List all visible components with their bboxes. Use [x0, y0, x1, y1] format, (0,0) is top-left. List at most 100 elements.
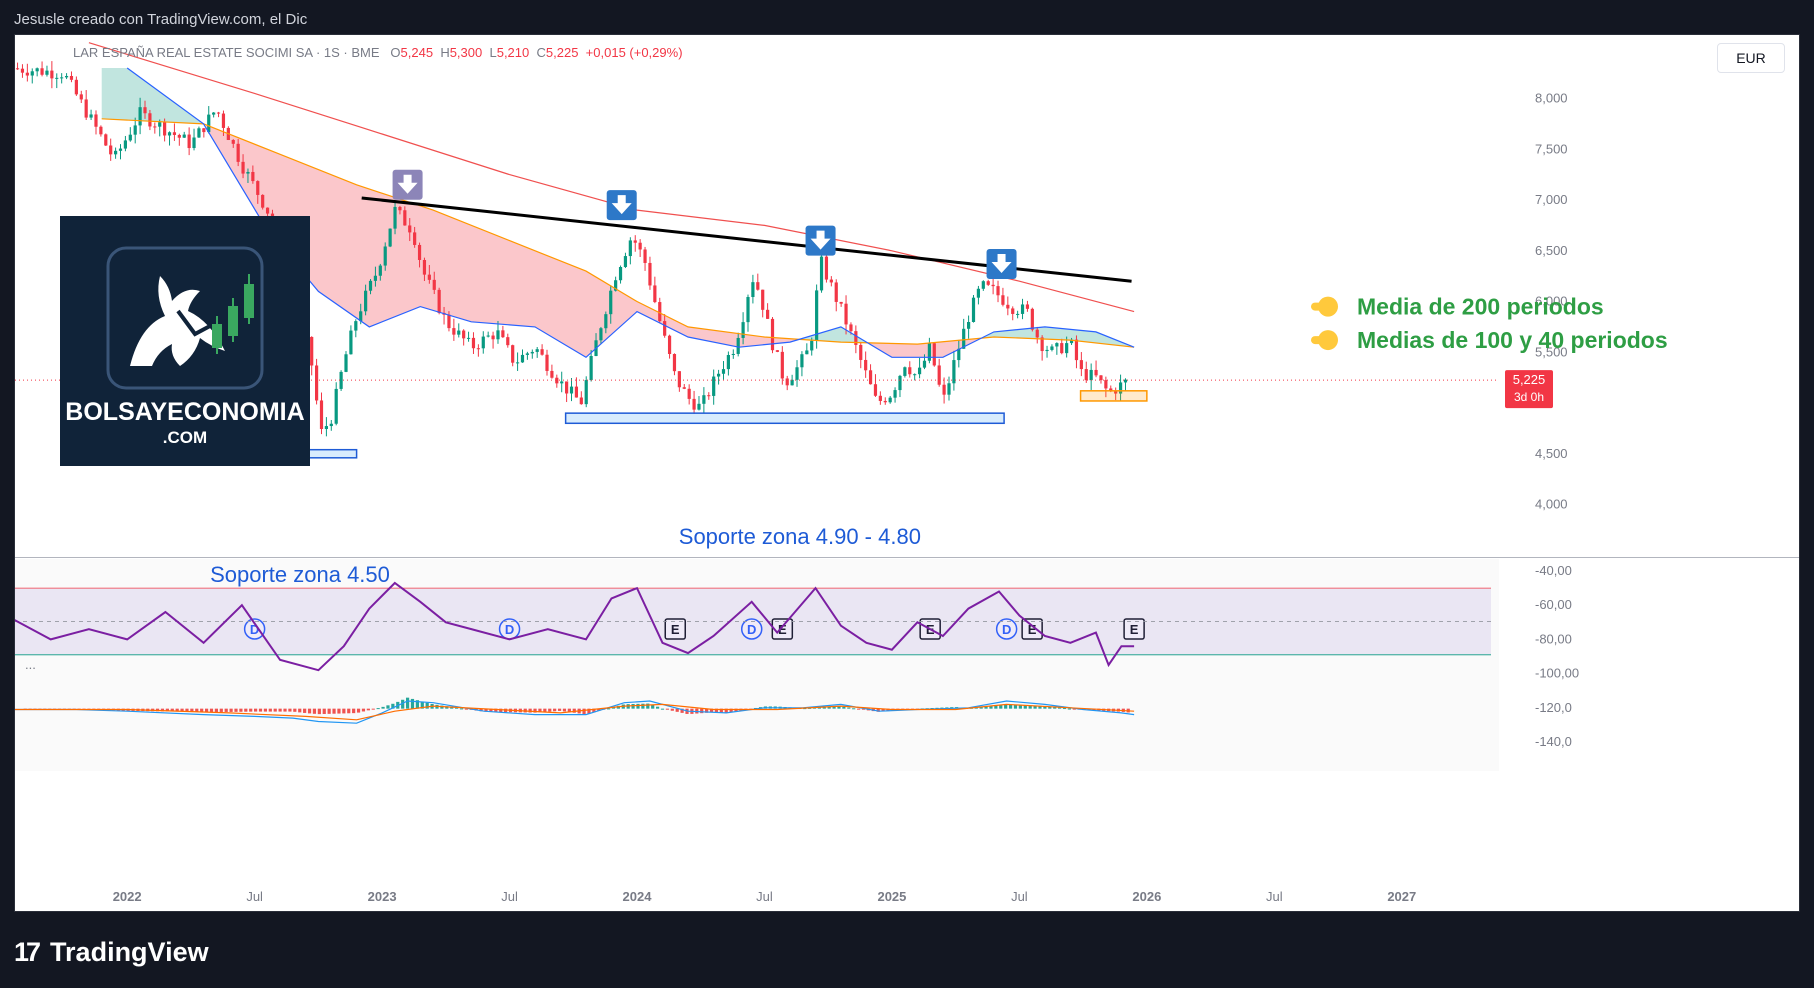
- candle-body: [540, 349, 544, 355]
- candle-body: [903, 367, 907, 376]
- candle-body: [417, 244, 422, 260]
- candle-body: [261, 194, 265, 208]
- macd-histogram-bar: [160, 708, 165, 712]
- macd-histogram-bar: [499, 708, 503, 713]
- candle-body: [486, 335, 490, 337]
- x-tick-label: Jul: [1011, 889, 1028, 904]
- currency-button[interactable]: EUR: [1717, 43, 1785, 73]
- macd-histogram-bar: [611, 707, 616, 709]
- macd-histogram-bar: [852, 708, 856, 710]
- candle-body: [202, 128, 206, 133]
- candle-body: [496, 330, 500, 340]
- macd-histogram-bar: [425, 702, 429, 709]
- tradingview-logo[interactable]: 17 TradingView: [14, 934, 209, 970]
- candle-body: [40, 68, 44, 75]
- macd-histogram-bar: [327, 708, 331, 714]
- candle-body: [839, 301, 843, 304]
- event-letter: D: [747, 622, 756, 637]
- candle-body: [1011, 308, 1015, 314]
- macd-histogram-bar: [631, 704, 635, 709]
- ohlc-legend: LAR ESPAÑA REAL ESTATE SOCIMI SA · 1S · …: [73, 45, 683, 60]
- macd-histogram-bar: [342, 708, 346, 714]
- low-label: L: [489, 45, 497, 60]
- candle-body: [633, 240, 637, 243]
- candle-body: [99, 126, 103, 135]
- candle-body: [1025, 304, 1030, 309]
- sub-y-tick-label: -140,0: [1535, 734, 1572, 749]
- candle-body: [408, 225, 412, 233]
- candle-body: [702, 395, 706, 404]
- candle-body: [967, 321, 971, 329]
- low-value: 5,210: [496, 45, 530, 60]
- candle-body: [133, 125, 137, 135]
- y-tick-label: 8,000: [1535, 91, 1568, 106]
- macd-histogram-bar: [263, 708, 268, 712]
- candle-body: [908, 367, 912, 375]
- macd-histogram-bar: [288, 708, 292, 712]
- candle-body: [937, 365, 941, 385]
- candle-body: [506, 337, 510, 346]
- candle-body: [560, 381, 564, 384]
- candle-body: [785, 378, 789, 386]
- candle-body: [251, 171, 255, 182]
- macd-histogram-bar: [1062, 708, 1067, 710]
- macd-histogram-bar: [562, 708, 567, 712]
- macd-histogram-bar: [455, 707, 459, 709]
- dividend-event-icon: [995, 618, 1018, 640]
- indicator-menu[interactable]: ...: [25, 657, 36, 672]
- macd-histogram-bar: [361, 708, 366, 712]
- indicator-pane-background: [15, 559, 1499, 771]
- macd-histogram-bar: [817, 707, 821, 709]
- candle-body: [1001, 295, 1005, 305]
- candle-body: [403, 210, 407, 226]
- sub-y-tick-label: -40,00: [1535, 563, 1572, 578]
- candle-body: [30, 71, 34, 76]
- x-tick-label: Jul: [246, 889, 263, 904]
- macd-histogram-bar: [979, 706, 983, 709]
- candle-body: [913, 374, 917, 376]
- candle-body: [790, 379, 794, 386]
- candle-body: [1060, 343, 1064, 354]
- symbol-name[interactable]: LAR ESPAÑA REAL ESTATE SOCIMI SA · 1S · …: [73, 45, 380, 60]
- macd-histogram-bar: [856, 708, 861, 710]
- candle-body: [236, 143, 240, 162]
- macd-histogram-bar: [244, 708, 248, 712]
- macd-histogram-bar: [1048, 706, 1052, 709]
- macd-histogram-bar: [675, 708, 679, 712]
- candle-body: [574, 386, 579, 398]
- macd-histogram-bar: [268, 708, 272, 712]
- candle-body: [1079, 360, 1083, 370]
- candle-body: [648, 262, 652, 286]
- candle-body: [1016, 313, 1020, 315]
- candle-body: [810, 340, 814, 351]
- candle-body: [545, 354, 549, 371]
- candle-body: [859, 344, 863, 360]
- macd-histogram-bar: [219, 708, 223, 712]
- candle-body: [834, 282, 838, 302]
- pointing-hand-icon: [1311, 336, 1329, 345]
- event-letter: D: [250, 622, 259, 637]
- candle-body: [167, 132, 172, 136]
- macd-histogram-bar: [278, 708, 282, 712]
- macd-histogram-bar: [705, 708, 709, 713]
- candle-body: [844, 303, 848, 325]
- candle-body: [310, 336, 314, 366]
- macd-histogram-bar: [812, 707, 817, 709]
- macd-histogram-bar: [827, 706, 831, 709]
- candle-body: [143, 107, 147, 114]
- ma100-line: [101, 118, 1135, 348]
- candle-body: [614, 280, 618, 291]
- candle-body: [15, 68, 20, 70]
- candle-body: [736, 337, 740, 354]
- candle-body: [118, 148, 123, 151]
- candle-body: [565, 381, 569, 394]
- candle-body: [25, 72, 29, 76]
- candle-body: [158, 122, 162, 127]
- macd-histogram-bar: [356, 708, 361, 713]
- x-tick-label: 2024: [623, 889, 653, 904]
- chart-frame[interactable]: 2022 Jul 2023 Jul 2024 Jul 2025 Jul 2026 Jul 2027 8…: [14, 34, 1800, 912]
- candle-body: [74, 79, 78, 95]
- dividend-event-icon: [243, 618, 266, 640]
- chart-canvas[interactable]: 2022 Jul 2023 Jul 2024 Jul 2025 Jul 2026 Jul 2027 8…: [15, 35, 1799, 911]
- candle-body: [751, 282, 755, 298]
